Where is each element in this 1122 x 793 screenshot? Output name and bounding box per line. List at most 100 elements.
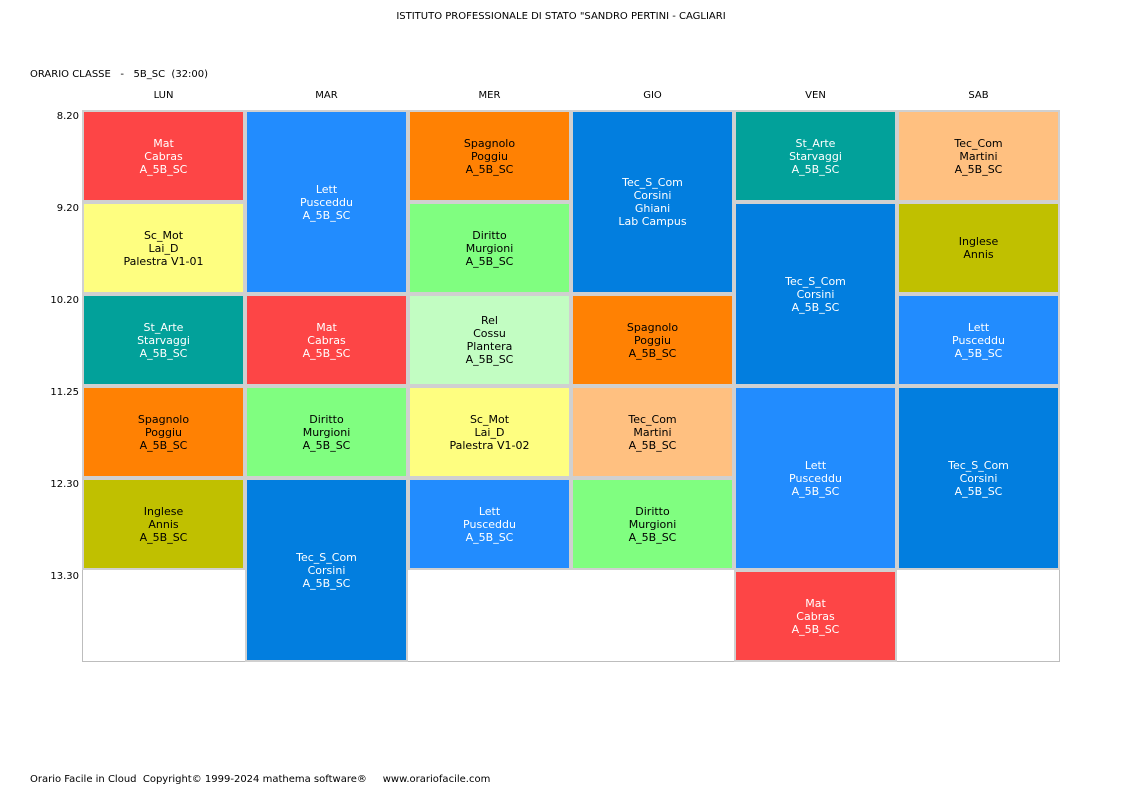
- time-label: 9.20: [56, 203, 79, 214]
- lesson-line: A_5B_SC: [465, 162, 514, 176]
- lesson-line: Cabras: [796, 609, 835, 623]
- lesson-line: Tec_Com: [954, 136, 1003, 150]
- lesson-cell[interactable]: Spagnolo Poggiu A_5B_SC: [408, 110, 571, 202]
- lesson-line: Rel: [481, 314, 498, 327]
- lesson-line: Corsini: [633, 189, 672, 202]
- lesson-cell[interactable]: Lett Pusceddu A_5B_SC: [408, 478, 571, 570]
- lesson-line: Lett: [315, 182, 338, 196]
- lesson-line: St_Arte: [143, 320, 184, 334]
- lesson-line: Corsini: [796, 287, 835, 301]
- footer-copyright: Orario Facile in Cloud Copyright© 1999-2…: [30, 774, 491, 785]
- lesson-cell[interactable]: St_Arte Starvaggi A_5B_SC: [734, 110, 897, 202]
- day-header-lun: LUN: [153, 90, 174, 101]
- lesson-cell[interactable]: Inglese Annis A_5B_SC: [82, 478, 245, 570]
- lesson-line: Lab Campus: [618, 215, 687, 228]
- lesson-line: Lett: [804, 458, 827, 472]
- lesson-cell[interactable]: Tec_S_Com Corsini Ghiani Lab Campus: [571, 110, 734, 294]
- lesson-line: Cabras: [144, 149, 183, 163]
- lesson-line: Lett: [478, 504, 501, 518]
- lesson-line: A_5B_SC: [465, 530, 514, 544]
- lesson-line: Diritto: [472, 228, 507, 242]
- lesson-line: A_5B_SC: [139, 346, 188, 360]
- lesson-line: Diritto: [309, 412, 344, 426]
- lesson-line: Tec_S_Com: [622, 176, 683, 189]
- lesson-line: Annis: [963, 248, 994, 261]
- lesson-cell[interactable]: Tec_Com Martini A_5B_SC: [897, 110, 1060, 202]
- lesson-cell[interactable]: Spagnolo Poggiu A_5B_SC: [571, 294, 734, 386]
- school-title: ISTITUTO PROFESSIONALE DI STATO "SANDRO …: [396, 11, 726, 22]
- lesson-cell[interactable]: Diritto Murgioni A_5B_SC: [245, 386, 408, 478]
- lesson-line: Starvaggi: [789, 149, 842, 163]
- time-label: 13.30: [50, 571, 79, 582]
- time-label: 10.20: [50, 295, 79, 306]
- lesson-cell[interactable]: Rel Cossu Plantera A_5B_SC: [408, 294, 571, 386]
- lesson-line: Pusceddu: [300, 195, 353, 209]
- lesson-cell[interactable]: Diritto Murgioni A_5B_SC: [571, 478, 734, 570]
- lesson-line: Spagnolo: [626, 320, 679, 334]
- lesson-line: Lai_D: [148, 241, 179, 255]
- lesson-cell[interactable]: Inglese Annis: [897, 202, 1060, 294]
- lesson-line: A_5B_SC: [954, 162, 1003, 176]
- lesson-cell[interactable]: Mat Cabras A_5B_SC: [734, 570, 897, 662]
- lesson-line: A_5B_SC: [139, 162, 188, 176]
- lesson-cell[interactable]: Tec_Com Martini A_5B_SC: [571, 386, 734, 478]
- lesson-line: Corsini: [959, 471, 998, 485]
- lesson-line: Tec_S_Com: [296, 550, 357, 564]
- lesson-line: Starvaggi: [137, 333, 190, 347]
- lesson-cell[interactable]: Sc_Mot Lai_D Palestra V1-01: [82, 202, 245, 294]
- lesson-line: A_5B_SC: [628, 530, 677, 544]
- lesson-line: Cabras: [307, 333, 346, 347]
- lesson-line: A_5B_SC: [791, 300, 840, 314]
- lesson-line: Murgioni: [465, 241, 514, 255]
- lesson-line: Spagnolo: [137, 412, 190, 426]
- lesson-line: Pusceddu: [952, 333, 1005, 347]
- lesson-line: Martini: [959, 149, 998, 163]
- lesson-line: Corsini: [307, 563, 346, 577]
- lesson-line: Lett: [967, 320, 990, 334]
- lesson-cell[interactable]: Diritto Murgioni A_5B_SC: [408, 202, 571, 294]
- lesson-cell[interactable]: Lett Pusceddu A_5B_SC: [734, 386, 897, 570]
- lesson-line: Inglese: [958, 235, 999, 248]
- lesson-line: Palestra V1-02: [449, 438, 530, 452]
- time-label: 12.30: [50, 479, 79, 490]
- lesson-line: Tec_S_Com: [785, 274, 846, 288]
- lesson-line: Poggiu: [145, 425, 182, 439]
- lesson-cell[interactable]: Lett Pusceddu A_5B_SC: [245, 110, 408, 294]
- lesson-cell[interactable]: Lett Pusceddu A_5B_SC: [897, 294, 1060, 386]
- lesson-line: Murgioni: [628, 517, 677, 531]
- lesson-cell[interactable]: Spagnolo Poggiu A_5B_SC: [82, 386, 245, 478]
- time-label: 11.25: [50, 387, 79, 398]
- lesson-line: A_5B_SC: [465, 353, 514, 366]
- lesson-line: A_5B_SC: [139, 530, 188, 544]
- lesson-line: Tec_S_Com: [948, 458, 1009, 472]
- lesson-line: Inglese: [143, 504, 184, 518]
- lesson-cell[interactable]: Tec_S_Com Corsini A_5B_SC: [734, 202, 897, 386]
- lesson-line: Palestra V1-01: [123, 254, 204, 268]
- lesson-line: Ghiani: [634, 202, 671, 215]
- lesson-line: Plantera: [466, 340, 513, 353]
- lesson-line: Sc_Mot: [469, 412, 510, 426]
- lesson-line: A_5B_SC: [302, 346, 351, 360]
- day-header-gio: GIO: [643, 90, 662, 101]
- lesson-line: Pusceddu: [789, 471, 842, 485]
- lesson-line: Lai_D: [474, 425, 505, 439]
- lesson-line: A_5B_SC: [628, 346, 677, 360]
- lesson-line: Mat: [805, 596, 826, 610]
- lesson-line: Annis: [148, 517, 179, 531]
- lesson-cell[interactable]: Tec_S_Com Corsini A_5B_SC: [245, 478, 408, 662]
- lesson-line: Tec_Com: [628, 412, 677, 426]
- time-label: 8.20: [56, 111, 79, 122]
- lesson-cell[interactable]: Mat Cabras A_5B_SC: [245, 294, 408, 386]
- lesson-cell[interactable]: Sc_Mot Lai_D Palestra V1-02: [408, 386, 571, 478]
- lesson-line: A_5B_SC: [302, 208, 351, 222]
- lesson-cell[interactable]: Tec_S_Com Corsini A_5B_SC: [897, 386, 1060, 570]
- day-header-mar: MAR: [315, 90, 338, 101]
- lesson-line: A_5B_SC: [302, 438, 351, 452]
- lesson-line: Spagnolo: [463, 136, 516, 150]
- day-header-ven: VEN: [805, 90, 826, 101]
- lesson-line: A_5B_SC: [791, 162, 840, 176]
- lesson-line: A_5B_SC: [791, 622, 840, 636]
- lesson-line: Diritto: [635, 504, 670, 518]
- lesson-cell[interactable]: Mat Cabras A_5B_SC: [82, 110, 245, 202]
- lesson-cell[interactable]: St_Arte Starvaggi A_5B_SC: [82, 294, 245, 386]
